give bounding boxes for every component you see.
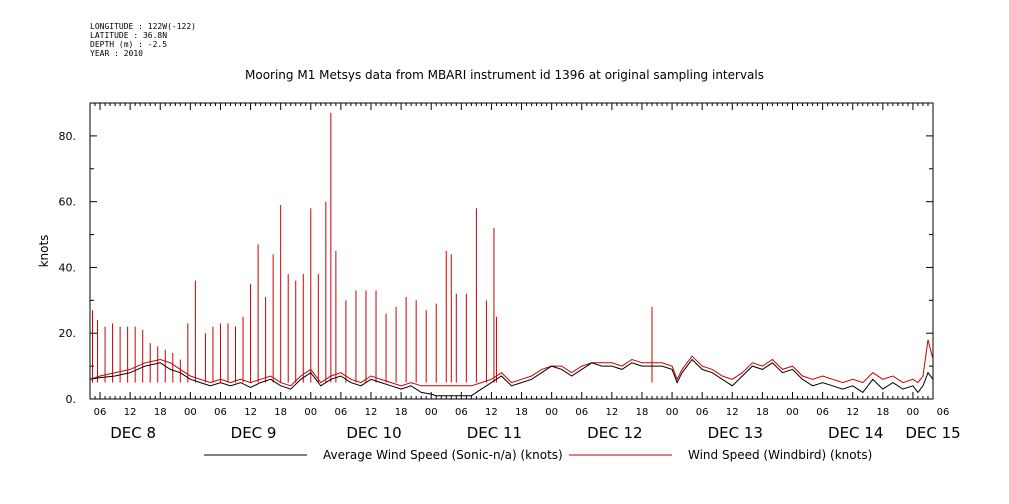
x-hour-label: 06 [214,407,227,418]
x-hour-label: 06 [937,407,950,418]
x-hour-label: 00 [545,407,558,418]
x-day-label: DEC 12 [587,424,642,442]
y-tick-label: 80. [59,130,77,143]
x-day-label: DEC 13 [708,424,763,442]
x-hour-label: 00 [666,407,679,418]
x-hour-label: 00 [184,407,197,418]
longitude-text: LONGITUDE : 122W(-122) [90,22,196,31]
plot-frame [89,102,934,400]
x-hour-label: 18 [154,407,167,418]
x-hour-label: 18 [395,407,408,418]
x-day-label: DEC 9 [231,424,277,442]
x-hour-label: 12 [485,407,498,418]
x-hour-label: 06 [696,407,709,418]
x-day-label: DEC 10 [346,424,401,442]
x-axis-ticks: 06 12 18 00 06 12 18 00 06 12 18 00 06 12 18 00 06 12 18 00… [89,103,961,442]
x-hour-label: 00 [425,407,438,418]
series-line [89,358,934,397]
y-tick-label: 20. [59,327,77,340]
depth-text: DEPTH (m) : -2.5 [90,40,168,49]
legend: Average Wind Speed (Sonic-n/a) (knots) Wi… [204,448,872,462]
x-hour-label: 18 [636,407,649,418]
x-hour-label: 18 [756,407,769,418]
year-text: YEAR : 2010 [90,49,143,58]
x-hour-label: 06 [575,407,588,418]
y-tick-label: 60. [59,196,77,209]
x-day-label: DEC 15 [905,424,960,442]
x-day-label: DEC 11 [467,424,522,442]
x-hour-label: 18 [515,407,528,418]
x-hour-label: 12 [365,407,378,418]
x-hour-label: 18 [876,407,889,418]
x-hour-label: 00 [786,407,799,418]
y-tick-label: 40. [59,261,77,274]
x-hour-label: 18 [274,407,287,418]
x-hour-label: 12 [726,407,739,418]
series-line [89,339,934,387]
y-tick-label: 0. [66,393,77,406]
series-windbird-wind-speed [89,112,934,387]
legend-label-windbird: Wind Speed (Windbird) (knots) [688,448,872,462]
x-hour-label: 12 [124,407,137,418]
x-hour-label: 12 [605,407,618,418]
x-hour-label: 12 [846,407,859,418]
series-layer [89,112,934,397]
x-hour-label: 06 [816,407,829,418]
legend-label-average: Average Wind Speed (Sonic-n/a) (knots) [323,448,563,462]
mooring-metadata: LONGITUDE : 122W(-122) LATITUDE : 36.8N … [90,22,196,58]
x-hour-label: 06 [455,407,468,418]
chart-title: Mooring M1 Metsys data from MBARI instru… [245,68,764,82]
y-axis-ticks: 0. 20. 40. 60. 80. [59,130,933,406]
y-axis-label: knots [37,235,51,268]
x-hour-label: 06 [335,407,348,418]
x-day-label: DEC 8 [110,424,156,442]
x-hour-label: 00 [907,407,920,418]
series-average-wind-speed [89,358,934,397]
x-hour-label: 12 [244,407,257,418]
x-hour-label: 06 [94,407,107,418]
latitude-text: LATITUDE : 36.8N [90,31,168,40]
x-hour-label: 00 [304,407,317,418]
x-day-label: DEC 14 [828,424,883,442]
